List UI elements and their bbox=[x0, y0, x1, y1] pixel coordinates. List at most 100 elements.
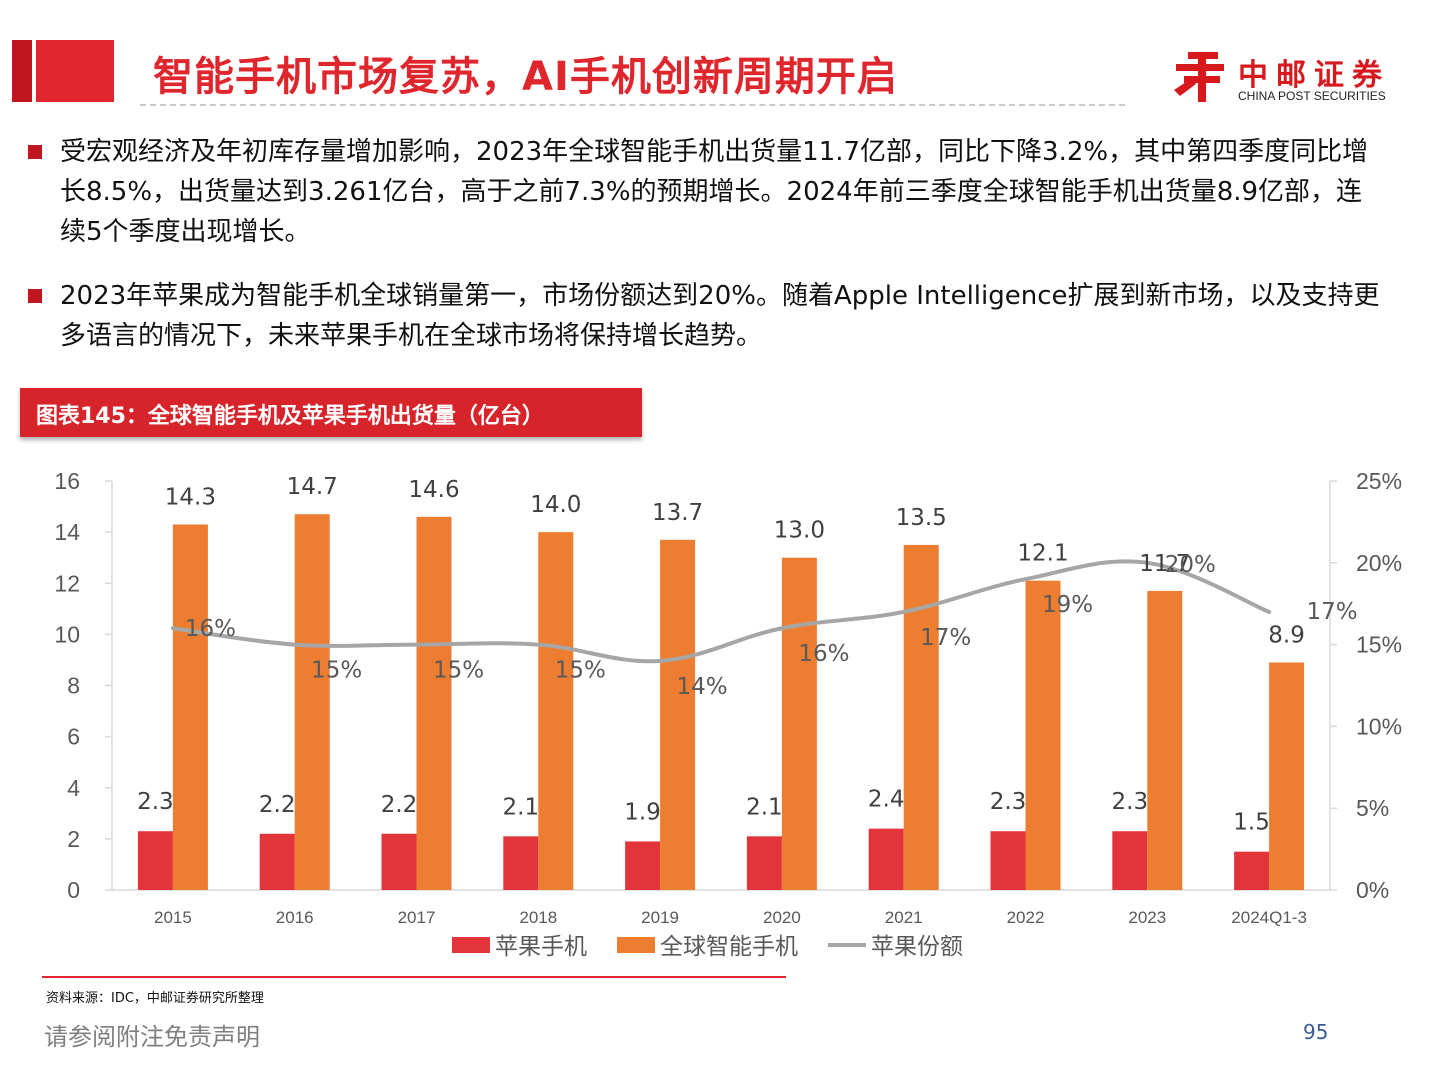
apple-share-point bbox=[1025, 578, 1026, 580]
x-tick-label: 2023 bbox=[1128, 908, 1166, 927]
apple-share-point bbox=[903, 611, 905, 613]
global-bar bbox=[781, 557, 817, 890]
apple-bar bbox=[625, 841, 661, 890]
global-bar bbox=[172, 524, 208, 890]
x-tick-label: 2024Q1-3 bbox=[1231, 908, 1307, 927]
apple-bar-label: 1.9 bbox=[624, 799, 661, 825]
apple-bar bbox=[259, 833, 295, 890]
y-left-tick-label: 4 bbox=[67, 775, 80, 801]
global-bar bbox=[660, 539, 696, 890]
y-right-tick-label: 5% bbox=[1356, 795, 1389, 821]
x-tick-label: 2015 bbox=[154, 908, 192, 927]
title-divider bbox=[140, 104, 1125, 106]
legend-label: 苹果手机 bbox=[495, 934, 587, 960]
apple-bar-label: 2.3 bbox=[1112, 789, 1149, 815]
apple-share-point bbox=[1146, 562, 1148, 564]
disclaimer: 请参阅附注免责声明 bbox=[44, 1023, 260, 1051]
apple-bar bbox=[746, 836, 782, 890]
x-tick-label: 2022 bbox=[1007, 908, 1045, 927]
apple-bar-label: 2.2 bbox=[259, 792, 296, 818]
global-bar-label: 14.7 bbox=[287, 474, 338, 500]
x-tick-label: 2021 bbox=[885, 908, 923, 927]
apple-share-point bbox=[659, 660, 661, 662]
shipments-chart: 0 2 4 6 8 10 12 14 16 0% 5% 10% 15% 20% 25% 2015 2016 201… bbox=[54, 468, 1402, 960]
x-tick-label: 2020 bbox=[763, 908, 801, 927]
apple-share-point bbox=[781, 627, 783, 629]
global-bar bbox=[416, 516, 452, 890]
apple-share-label: 17% bbox=[1307, 599, 1358, 625]
y-left-tick-label: 0 bbox=[67, 877, 80, 903]
apple-share-label: 16% bbox=[798, 641, 849, 667]
y-left-tick-label: 16 bbox=[54, 468, 80, 494]
apple-share-point bbox=[416, 644, 417, 646]
apple-share-point bbox=[537, 644, 539, 646]
y-left-tick-label: 2 bbox=[67, 826, 80, 852]
global-bar-label: 14.0 bbox=[530, 492, 581, 518]
x-tick-label: 2018 bbox=[519, 908, 557, 927]
global-bar bbox=[538, 532, 574, 890]
chart-title: 图表145：全球智能手机及苹果手机出货量（亿台） bbox=[36, 404, 544, 429]
apple-share-point bbox=[1268, 611, 1270, 613]
y-left-tick-label: 10 bbox=[54, 621, 80, 647]
logo-text-en: CHINA POST SECURITIES bbox=[1238, 89, 1386, 103]
apple-share-point bbox=[172, 627, 174, 629]
apple-share-point bbox=[294, 644, 296, 646]
apple-share-label: 15% bbox=[555, 658, 606, 684]
x-tick-label: 2017 bbox=[398, 908, 436, 927]
global-bar bbox=[1025, 580, 1061, 890]
header-accent-block bbox=[36, 40, 114, 102]
y-right-tick-label: 20% bbox=[1356, 550, 1402, 576]
page-title: 智能手机市场复苏，AI手机创新周期开启 bbox=[153, 54, 898, 100]
global-bar bbox=[903, 544, 939, 890]
global-bar-label: 13.0 bbox=[774, 518, 825, 544]
global-bar-label: 13.5 bbox=[896, 505, 947, 531]
y-left-tick-label: 6 bbox=[67, 724, 80, 750]
y-left-tick-label: 8 bbox=[67, 673, 80, 699]
china-post-logo-icon bbox=[1174, 52, 1224, 102]
apple-share-label: 14% bbox=[677, 674, 728, 700]
y-right-tick-label: 10% bbox=[1356, 713, 1402, 739]
apple-share-label: 20% bbox=[1165, 552, 1216, 578]
apple-share-label: 16% bbox=[185, 616, 236, 642]
y-right-tick-label: 0% bbox=[1356, 877, 1389, 903]
apple-bar bbox=[1112, 831, 1148, 890]
chart-title-banner: 图表145：全球智能手机及苹果手机出货量（亿台） bbox=[20, 388, 642, 437]
global-bar-label: 13.7 bbox=[652, 500, 703, 526]
global-bar bbox=[294, 514, 330, 890]
apple-bar-label: 2.1 bbox=[746, 794, 783, 820]
y-right-tick-label: 15% bbox=[1356, 632, 1402, 658]
apple-bar-label: 2.2 bbox=[381, 792, 418, 818]
y-left-tick-label: 12 bbox=[54, 570, 80, 596]
global-bar-label: 14.6 bbox=[408, 477, 459, 503]
apple-bar bbox=[137, 831, 173, 890]
apple-bar bbox=[503, 836, 539, 890]
source-note: 资料来源：IDC，中邮证券研究所整理 bbox=[46, 991, 264, 1006]
apple-share-label: 15% bbox=[311, 658, 362, 684]
bullet-text-1: 受宏观经济及年初库存量增加影响，2023年全球智能手机出货量11.7亿部，同比下… bbox=[60, 137, 1369, 247]
apple-bar-label: 2.1 bbox=[503, 794, 540, 820]
bullet-marker bbox=[28, 145, 42, 159]
legend-swatch bbox=[617, 937, 655, 953]
apple-share-label: 17% bbox=[920, 625, 971, 651]
global-bar-label: 11.7 bbox=[1139, 551, 1190, 577]
apple-share-line bbox=[170, 559, 1272, 664]
apple-bar-label: 2.3 bbox=[137, 789, 174, 815]
apple-bar-label: 1.5 bbox=[1233, 810, 1270, 836]
apple-bar bbox=[990, 831, 1026, 890]
x-tick-label: 2016 bbox=[276, 908, 314, 927]
bullet-marker bbox=[28, 289, 42, 303]
apple-share-label: 15% bbox=[433, 658, 484, 684]
legend-label: 全球智能手机 bbox=[660, 934, 798, 960]
global-bar-label: 12.1 bbox=[1017, 541, 1068, 567]
global-bar bbox=[1147, 590, 1183, 890]
apple-share-label: 19% bbox=[1042, 592, 1093, 618]
apple-bar bbox=[381, 833, 417, 890]
logo-text-cn: 中邮证券 bbox=[1238, 58, 1390, 93]
legend-swatch bbox=[452, 937, 490, 953]
source-divider bbox=[42, 976, 786, 978]
legend-label: 苹果份额 bbox=[871, 934, 963, 960]
global-bar-label: 8.9 bbox=[1268, 622, 1305, 648]
apple-bar bbox=[868, 828, 904, 890]
x-tick-label: 2019 bbox=[641, 908, 679, 927]
page-number: 95 bbox=[1303, 1020, 1329, 1044]
